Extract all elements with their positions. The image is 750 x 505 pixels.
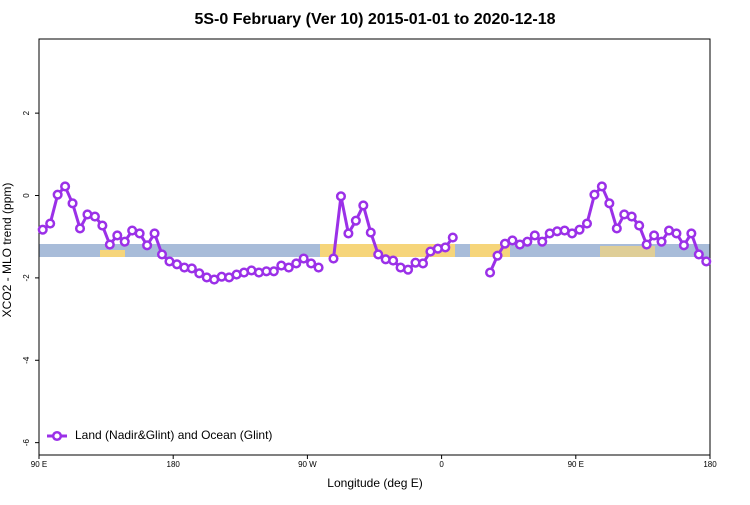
data-point: [596, 181, 607, 192]
chart-title: 5S-0 February (Ver 10) 2015-01-01 to 202…: [194, 11, 555, 28]
data-point: [328, 253, 339, 264]
data-point: [142, 240, 153, 251]
data-point: [522, 236, 533, 247]
data-point: [343, 228, 354, 239]
data-point: [283, 262, 294, 273]
data-point: [373, 249, 384, 260]
x-tick-label: 90 W: [298, 460, 317, 469]
data-point: [194, 268, 205, 279]
data-point: [306, 258, 317, 269]
data-point: [350, 215, 361, 226]
y-tick-label: -4: [22, 356, 31, 364]
x-tick-label: 180: [703, 460, 717, 469]
data-point: [89, 211, 100, 222]
plot-frame: [38, 38, 711, 456]
land-patch: [600, 246, 655, 257]
legend-label: Land (Nadir&Glint) and Ocean (Glint): [75, 428, 272, 442]
data-point: [634, 220, 645, 231]
data-point: [678, 240, 689, 251]
x-tick-label: 90 E: [568, 460, 584, 469]
data-point: [298, 253, 309, 264]
data-point: [537, 236, 548, 247]
land-patch: [320, 244, 455, 257]
data-point: [611, 223, 622, 234]
data-point: [268, 266, 279, 277]
data-point: [149, 228, 160, 239]
y-tick-label: -6: [22, 439, 31, 447]
y-axis-label: XCO2 - MLO trend (ppm): [0, 183, 14, 318]
data-point: [156, 249, 168, 260]
data-point: [574, 224, 585, 235]
data-point: [119, 236, 130, 247]
data-point: [52, 189, 63, 200]
legend-marker: [51, 430, 63, 442]
data-point: [485, 267, 496, 278]
data-point: [686, 228, 697, 239]
data-point: [358, 200, 369, 211]
data-point: [440, 242, 451, 253]
data-point: [656, 236, 667, 247]
data-point: [492, 250, 503, 261]
data-point: [671, 228, 682, 239]
data-point: [291, 258, 302, 269]
x-tick-label: 180: [167, 460, 181, 469]
data-point: [45, 218, 56, 229]
x-tick-label: 90 E: [31, 460, 47, 469]
x-tick-label: 0: [439, 460, 444, 469]
y-tick-label: 0: [22, 193, 31, 198]
map-strip: [39, 244, 710, 257]
data-point: [507, 235, 518, 246]
data-point: [403, 264, 414, 275]
data-point: [626, 211, 637, 222]
data-point: [186, 263, 197, 274]
data-point: [97, 220, 108, 231]
data-point: [529, 230, 540, 241]
data-point: [417, 258, 429, 269]
data-point: [67, 198, 78, 209]
data-point: [693, 249, 704, 260]
data-point: [641, 239, 652, 250]
data-point: [112, 230, 123, 241]
x-axis-label: Longitude (deg E): [327, 476, 422, 490]
land-patch: [100, 250, 125, 257]
data-point: [388, 255, 399, 266]
y-tick-label: -2: [22, 274, 31, 282]
data-point: [104, 239, 115, 250]
data-point: [134, 228, 145, 239]
data-point: [567, 228, 578, 239]
data-point: [313, 262, 324, 273]
data-point: [701, 256, 712, 267]
data-point: [74, 223, 86, 234]
y-tick-label: 2: [22, 110, 31, 115]
data-point: [604, 198, 615, 209]
data-point: [365, 227, 376, 238]
data-point: [37, 224, 48, 235]
data-point: [335, 191, 347, 202]
data-point: [589, 189, 600, 200]
data-point: [581, 218, 593, 229]
data-point: [60, 181, 71, 192]
data-point: [649, 230, 660, 241]
data-point: [447, 232, 458, 243]
